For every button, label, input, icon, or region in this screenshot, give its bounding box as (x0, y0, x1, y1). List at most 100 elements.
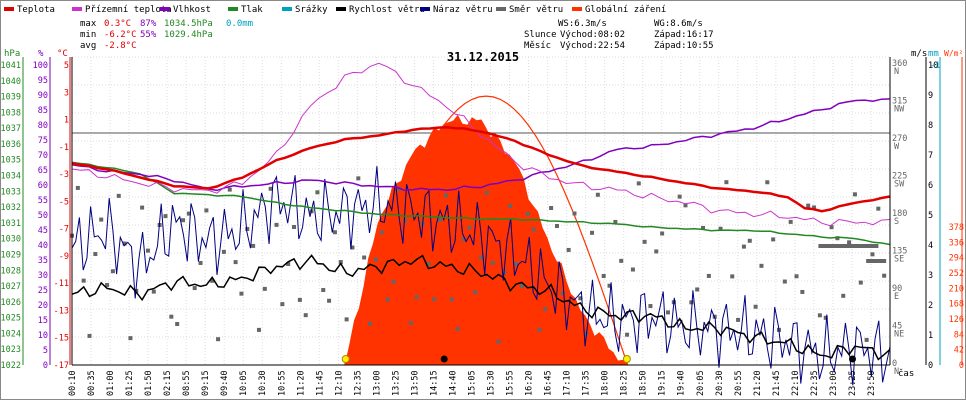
hpa-tick: 1031 (1, 219, 21, 229)
series-náraz-větru (71, 166, 891, 386)
hpa-tick: 1026 (1, 298, 21, 308)
pct-tick: 100 (33, 61, 48, 71)
series-tlak (71, 161, 891, 246)
wm2-tick: 84 (954, 330, 964, 340)
wind-dir-point (549, 206, 554, 211)
pct-tick: 85 (38, 106, 48, 116)
wind-dir-point (116, 193, 121, 198)
hpa-tick: 1037 (1, 124, 21, 134)
wind-dir-point (496, 339, 501, 344)
ms-tick: 5 (928, 211, 933, 221)
pct-tick: 60 (38, 181, 48, 191)
wind-dir-point (81, 278, 86, 283)
wind-dir-point (432, 297, 437, 302)
ms-tick: 3 (928, 271, 933, 281)
wind-dir-point (864, 337, 869, 342)
radiation-area (344, 114, 628, 365)
wg-value: WG:8.6m/s (654, 19, 703, 29)
wm2-tick: 378 (949, 223, 964, 233)
wm2-tick: 336 (949, 238, 964, 248)
wind-dir-point (274, 222, 279, 227)
avg-temp: -2.8°C (104, 41, 137, 51)
hpa-unit: hPa (4, 49, 20, 59)
legend-label: Směr větru (509, 5, 563, 15)
wind-dir-point (327, 298, 332, 303)
wind-dir-point (414, 295, 419, 300)
wind-dir-point (408, 320, 413, 325)
dir-tick-deg: 315 (892, 97, 907, 107)
ms-tick: 8 (928, 121, 933, 131)
ms-tick: 2 (928, 301, 933, 311)
time-label: čas (898, 368, 914, 379)
ws-value: WS:6.3m/s (558, 19, 607, 29)
wind-dir-point (695, 287, 700, 292)
wind-dir-point (630, 267, 635, 272)
wind-dir-point (286, 262, 291, 267)
wind-dir-point (163, 214, 168, 219)
wind-dir-point (344, 317, 349, 322)
wind-dir-point (292, 225, 297, 230)
max-temp: 0.3°C (104, 19, 131, 29)
wind-dir-point (140, 205, 145, 210)
wind-dir-point (256, 327, 261, 332)
c-tick: 3 (64, 88, 69, 98)
legend-swatch (4, 7, 14, 11)
hpa-tick: 1030 (1, 235, 21, 245)
wind-dir-point (765, 180, 770, 185)
hpa-tick: 1029 (1, 250, 21, 260)
pct-tick: 15 (38, 316, 48, 326)
wind-dir-point (595, 192, 600, 197)
wind-dir-point (835, 236, 840, 241)
wind-dir-point (747, 238, 752, 243)
wind-dir-point (882, 273, 887, 278)
dir-tick-deg: 135 (892, 247, 907, 257)
legend-swatch (572, 7, 582, 11)
sun-label: Slunce (524, 30, 557, 40)
legend-label: Teplota (17, 5, 55, 15)
wind-dir-point (221, 249, 226, 254)
wind-dir-point (473, 290, 478, 295)
time-tick: 00:35 (87, 370, 97, 396)
time-tick: 10:30 (258, 370, 268, 396)
wind-dir-point (105, 282, 110, 287)
wind-dir-point (782, 279, 787, 284)
wind-dir-point (525, 211, 530, 216)
dir-tick-name: SW (894, 180, 905, 190)
wind-dir-point (852, 192, 857, 197)
moon-marker (849, 355, 857, 363)
wind-sun-moon: WS:6.3m/s WG:8.6m/s Slunce Východ:08:02 … (524, 19, 714, 51)
pct-tick: 90 (38, 91, 48, 101)
time-tick: 18:00 (601, 370, 611, 396)
wind-dir-point (858, 280, 863, 285)
wm2-tick: 168 (949, 300, 964, 310)
time-tick: 01:25 (125, 370, 135, 396)
pct-tick: 25 (38, 286, 48, 296)
time-tick: 11:45 (315, 370, 325, 396)
hpa-tick: 1033 (1, 187, 21, 197)
time-tick: 12:35 (353, 370, 363, 396)
pct-tick: 0 (43, 361, 48, 371)
wind-dir-point (338, 260, 343, 265)
legend-swatch (228, 7, 238, 11)
sun-set: Západ:16:17 (654, 30, 714, 40)
wind-dir-point (490, 260, 495, 265)
hpa-tick: 1027 (1, 282, 21, 292)
moon-label: Měsíc (524, 41, 551, 51)
wind-dir-point (701, 225, 706, 230)
series-layer (70, 62, 891, 386)
wind-dir-point (350, 245, 355, 250)
c-tick: -11 (54, 279, 69, 289)
time-tick: 14:15 (429, 370, 439, 396)
legend-swatch (160, 7, 170, 11)
wind-dir-point (724, 180, 729, 185)
time-tick: 23:00 (829, 370, 839, 396)
wind-dir-point (262, 286, 267, 291)
legend-label: Vlhkost (173, 5, 211, 15)
wm2-tick: 0 (959, 361, 964, 371)
wind-dir-point (736, 317, 741, 322)
ms-unit: m/s (911, 49, 927, 59)
pct-tick: 5 (43, 346, 48, 356)
wind-dir-point (145, 248, 150, 253)
time-tick: 23:50 (867, 370, 877, 396)
time-tick: 15:30 (487, 370, 497, 396)
